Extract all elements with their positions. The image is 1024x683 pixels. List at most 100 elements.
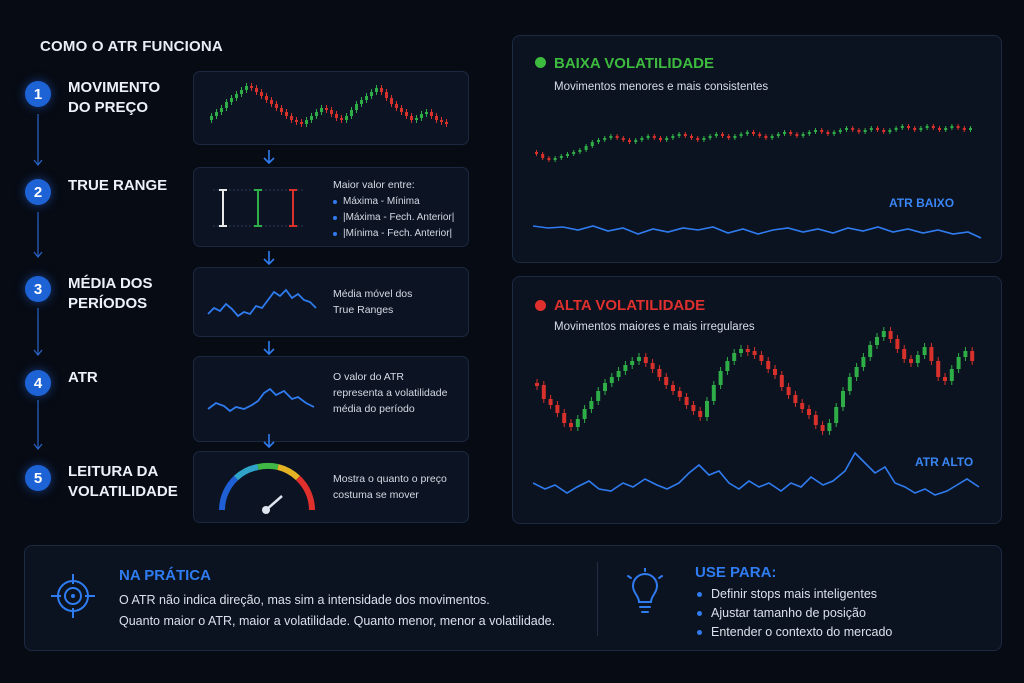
step-3-card: Média móvel dos True Ranges bbox=[193, 267, 469, 337]
candle-body bbox=[902, 349, 907, 359]
candle-body bbox=[325, 108, 328, 110]
high-volatility-panel: ALTA VOLATILIDADE Movimentos maiores e m… bbox=[512, 276, 1002, 524]
candle-body bbox=[677, 134, 681, 136]
practice-line-2: Quanto maior o ATR, maior a volatilidade… bbox=[119, 614, 556, 628]
candle-body bbox=[708, 136, 712, 138]
step-3-number: 3 bbox=[25, 276, 51, 302]
candle-body bbox=[834, 407, 839, 423]
candle-body bbox=[758, 134, 762, 136]
candle-body bbox=[365, 96, 368, 100]
candle-body bbox=[535, 152, 538, 154]
candle-body bbox=[310, 116, 313, 120]
candle-body bbox=[759, 355, 764, 361]
candle-body bbox=[609, 136, 613, 138]
step-3-name: MÉDIA DOS PERÍODOS bbox=[68, 275, 153, 312]
true-range-item: Máxima - Mínima bbox=[333, 194, 454, 210]
candle-body bbox=[425, 112, 428, 114]
candle-body bbox=[300, 122, 303, 124]
candle-body bbox=[671, 385, 675, 391]
candle-body bbox=[330, 110, 333, 114]
true-range-icon bbox=[213, 189, 303, 227]
candle-body bbox=[671, 136, 675, 138]
candle-body bbox=[711, 385, 716, 401]
candle-body bbox=[683, 134, 687, 136]
candle-body bbox=[590, 142, 594, 146]
page-title: COMO O ATR FUNCIONA bbox=[40, 38, 223, 55]
candle-body bbox=[929, 347, 934, 361]
candle-body bbox=[225, 102, 228, 108]
candle-body bbox=[385, 92, 388, 98]
gauge-icon bbox=[219, 462, 315, 514]
candle-body bbox=[628, 140, 631, 142]
step-2-name: TRUE RANGE bbox=[68, 177, 168, 194]
candle-body bbox=[690, 136, 693, 138]
candle-body bbox=[739, 134, 743, 136]
candle-body bbox=[623, 365, 628, 371]
candle-body bbox=[582, 409, 587, 419]
candle-body bbox=[820, 425, 825, 431]
candle-body bbox=[776, 134, 780, 136]
true-range-bullets: Máxima - Mínima |Máxima - Fech. Anterior… bbox=[333, 194, 454, 242]
candle-body bbox=[652, 136, 656, 138]
candle-body bbox=[541, 154, 545, 158]
atr-low-label: ATR BAIXO bbox=[889, 196, 955, 210]
candle-body bbox=[380, 88, 383, 92]
candle-body bbox=[827, 423, 832, 431]
candle-body bbox=[900, 126, 904, 128]
true-range-note-title: Maior valor entre: bbox=[333, 179, 415, 191]
candle-body bbox=[888, 331, 893, 339]
candle-body bbox=[752, 132, 755, 134]
use-title: USE PARA: bbox=[695, 564, 777, 581]
candle-body bbox=[559, 156, 563, 158]
candle-body bbox=[718, 371, 723, 385]
candle-body bbox=[280, 108, 283, 112]
candle-body bbox=[589, 401, 594, 409]
step-5-card: Mostra o quanto o preço costuma se mover bbox=[193, 451, 469, 523]
candle-body bbox=[616, 371, 621, 377]
candle-body bbox=[634, 140, 638, 142]
candle-body bbox=[838, 130, 842, 132]
true-range-item: |Mínima - Fech. Anterior| bbox=[333, 226, 454, 242]
candle-body bbox=[569, 423, 573, 427]
candle-body bbox=[795, 134, 799, 136]
step-4-number: 4 bbox=[25, 370, 51, 396]
candle-body bbox=[869, 128, 873, 130]
candle-body bbox=[315, 112, 318, 116]
candle-body bbox=[950, 126, 954, 128]
candle-body bbox=[659, 138, 662, 140]
candle-body bbox=[245, 86, 248, 90]
candle-body bbox=[400, 108, 403, 112]
candle-body bbox=[766, 361, 771, 369]
candle-body bbox=[876, 128, 879, 130]
green-dot-icon bbox=[535, 57, 546, 68]
candle-body bbox=[943, 377, 947, 381]
candle-body bbox=[789, 132, 793, 134]
candle-body bbox=[230, 98, 233, 102]
candle-body bbox=[770, 136, 774, 138]
candle-body bbox=[793, 395, 798, 403]
candle-body bbox=[646, 136, 650, 138]
use-item: Ajustar tamanho de posição bbox=[695, 604, 892, 623]
arrow-down-icon bbox=[263, 150, 275, 165]
step-5-number: 5 bbox=[25, 465, 51, 491]
arrow-down-icon bbox=[263, 341, 275, 356]
candle-body bbox=[430, 112, 433, 116]
candle-body bbox=[555, 405, 560, 413]
candle-body bbox=[739, 349, 743, 353]
candle-body bbox=[745, 132, 749, 134]
candle-body bbox=[562, 413, 567, 423]
use-item: Definir stops mais inteligentes bbox=[695, 585, 892, 604]
step-1-number: 1 bbox=[25, 81, 51, 107]
candle-body bbox=[857, 130, 861, 132]
candle-body bbox=[786, 387, 791, 395]
step-4-name: ATR bbox=[68, 369, 98, 386]
candle-body bbox=[603, 138, 607, 140]
practice-panel: NA PRÁTICA O ATR não indica direção, mas… bbox=[24, 545, 1002, 651]
candle-body bbox=[944, 128, 948, 130]
step-5-note: Mostra o quanto o preço costuma se mover bbox=[333, 473, 447, 501]
candle-body bbox=[801, 134, 805, 136]
candle-body bbox=[375, 88, 378, 92]
candle-body bbox=[370, 92, 373, 96]
candle-body bbox=[566, 154, 569, 156]
candle-body bbox=[320, 108, 323, 112]
